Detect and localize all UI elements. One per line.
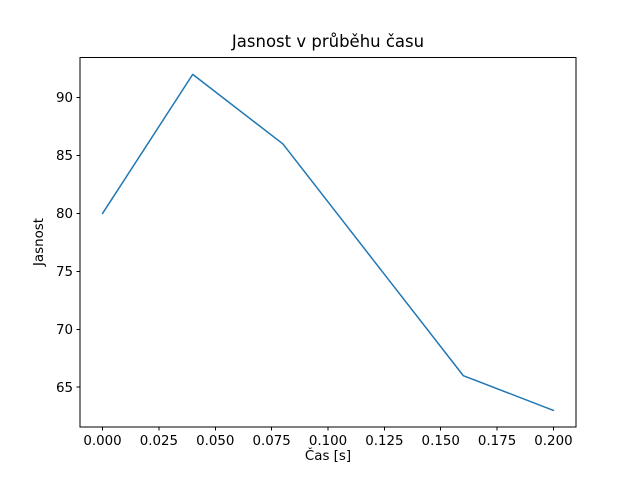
x-tick-label: 0.025 [140, 434, 178, 449]
y-tick-label: 65 [56, 381, 73, 396]
x-tick-label: 0.125 [365, 434, 403, 449]
x-tick-label: 0.200 [534, 434, 572, 449]
plot-border [79, 57, 577, 428]
x-tick-label: 0.150 [422, 434, 460, 449]
y-tick-label: 90 [56, 91, 73, 106]
x-tick-label: 0.100 [309, 434, 347, 449]
x-tick-label: 0.050 [196, 434, 234, 449]
x-axis-label: Čas [s] [304, 449, 352, 464]
chart-title: Jasnost v průběhu času [231, 32, 425, 51]
x-tick-label: 0.075 [252, 434, 290, 449]
y-tick-label: 75 [56, 265, 73, 280]
data-line [101, 73, 555, 412]
x-tick-label: 0.175 [478, 434, 516, 449]
y-tick-label: 85 [56, 149, 73, 164]
y-tick-label: 70 [56, 323, 73, 338]
y-tick-label: 80 [56, 207, 73, 222]
x-tick-label: 0.000 [83, 434, 121, 449]
